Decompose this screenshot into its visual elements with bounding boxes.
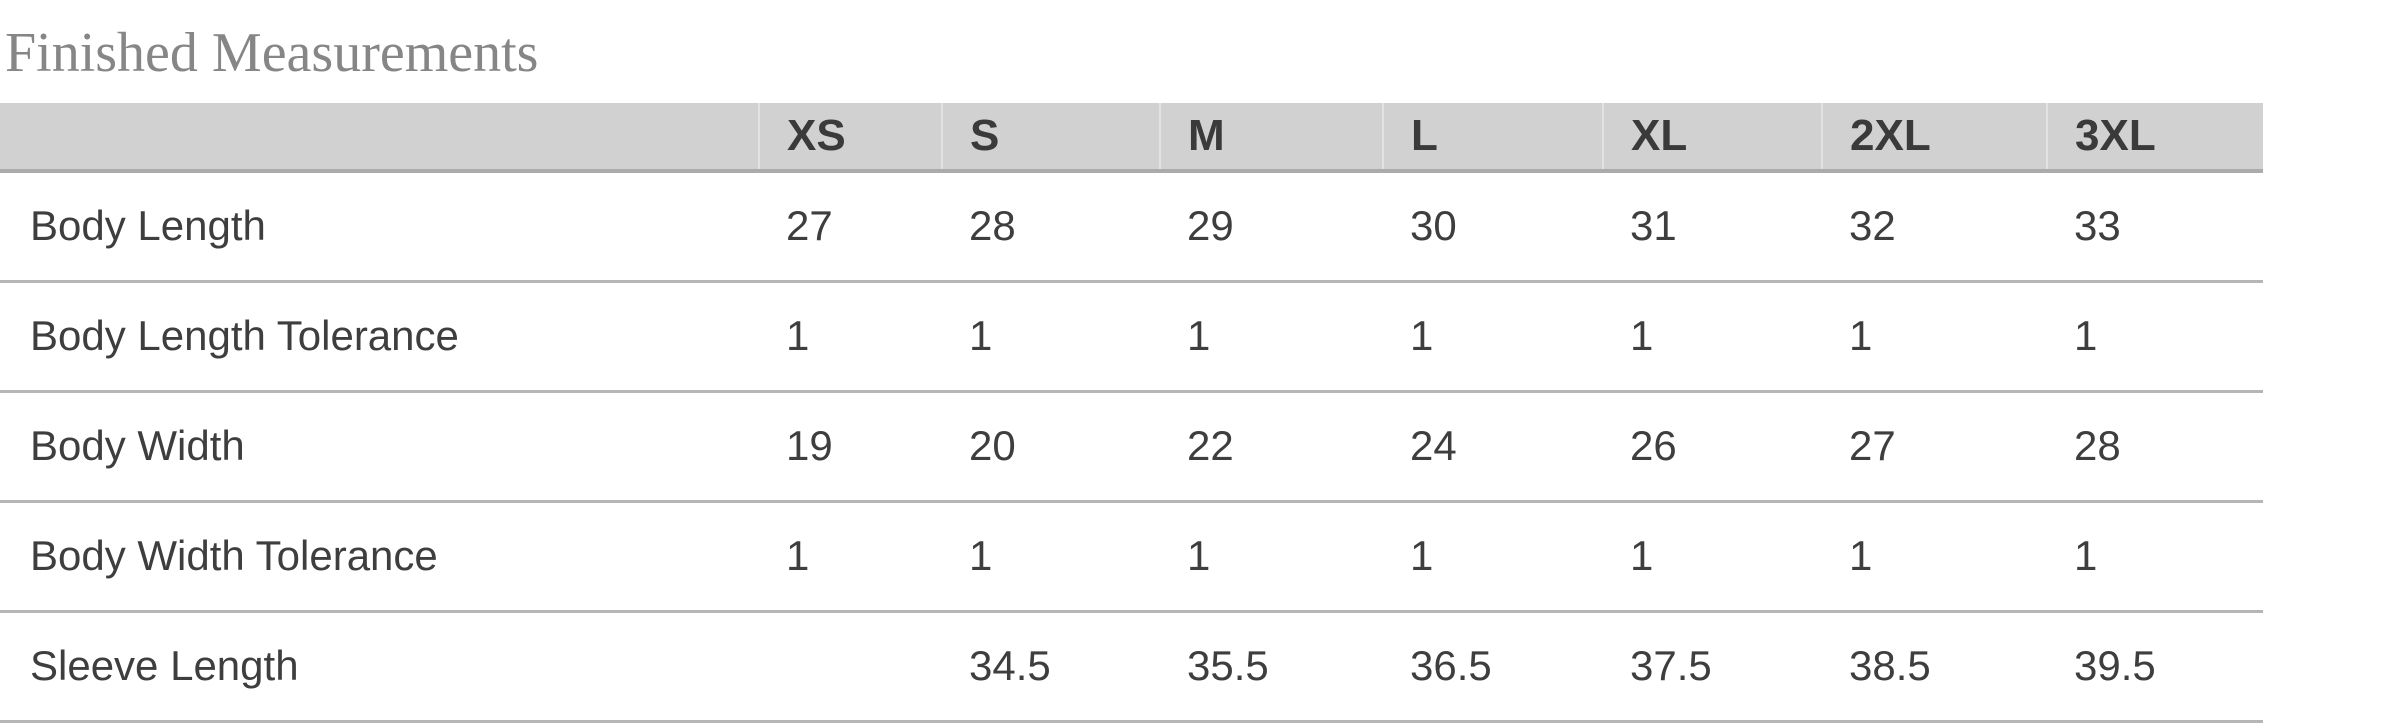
measurement-value: 31 [1603,171,1822,283]
corner-header-cell [0,103,759,173]
size-header-xs: XS [758,103,942,173]
measurement-value: 39.5 [2047,611,2263,723]
measurement-value: 1 [1603,281,1822,393]
measurement-value: 1 [1383,501,1603,613]
size-header-m: M [1159,103,1383,173]
measurement-value: 30 [1383,171,1603,283]
measurement-value: 1 [942,501,1160,613]
measurement-value: 1 [1383,281,1603,393]
measurement-value: 29 [1160,171,1383,283]
row-label: Body Width [0,391,759,503]
measurement-value: 27 [759,171,942,283]
measurement-value: 28 [2047,391,2263,503]
measurement-value: 38.5 [1822,611,2047,723]
measurement-value: 34.5 [942,611,1160,723]
size-header-row: XS S M L XL 2XL 3XL [0,103,2263,173]
measurement-value: 1 [1160,501,1383,613]
table-row: Body Length Tolerance 1 1 1 1 1 1 1 [0,281,2263,393]
row-label: Body Width Tolerance [0,501,759,613]
measurement-value: 1 [1603,501,1822,613]
size-header-xl: XL [1602,103,1822,173]
measurement-value: 1 [2047,501,2263,613]
measurement-value: 1 [1822,501,2047,613]
size-header-3xl: 3XL [2046,103,2263,173]
measurement-value: 32 [1822,171,2047,283]
measurement-value: 28 [942,171,1160,283]
measurement-value: 1 [759,501,942,613]
measurement-value: 37.5 [1603,611,1822,723]
measurement-value: 1 [1822,281,2047,393]
row-label: Body Length [0,171,759,283]
table-row: Body Length 27 28 29 30 31 32 33 [0,171,2263,283]
measurement-value: 1 [1160,281,1383,393]
table-row: Sleeve Length 34.5 35.5 36.5 37.5 38.5 3… [0,611,2263,723]
size-header-2xl: 2XL [1821,103,2047,173]
section-title: Finished Measurements [5,22,539,84]
measurement-value: 33 [2047,171,2263,283]
measurement-value: 26 [1603,391,1822,503]
table-row: Body Width Tolerance 1 1 1 1 1 1 1 [0,501,2263,613]
measurement-value: 22 [1160,391,1383,503]
measurement-value: 1 [759,281,942,393]
row-label: Sleeve Length [0,611,759,723]
measurement-value: 19 [759,391,942,503]
measurement-value: 27 [1822,391,2047,503]
row-label: Body Length Tolerance [0,281,759,393]
size-header-s: S [941,103,1160,173]
size-header-l: L [1382,103,1603,173]
table-row: Body Width 19 20 22 24 26 27 28 [0,391,2263,503]
measurement-value: 35.5 [1160,611,1383,723]
measurement-value: 1 [2047,281,2263,393]
measurement-value: 20 [942,391,1160,503]
measurement-value: 24 [1383,391,1603,503]
measurement-value [759,611,942,723]
measurement-value: 36.5 [1383,611,1603,723]
finished-measurements-table: XS S M L XL 2XL 3XL Body Length 27 28 29… [0,103,2263,723]
measurement-value: 1 [942,281,1160,393]
